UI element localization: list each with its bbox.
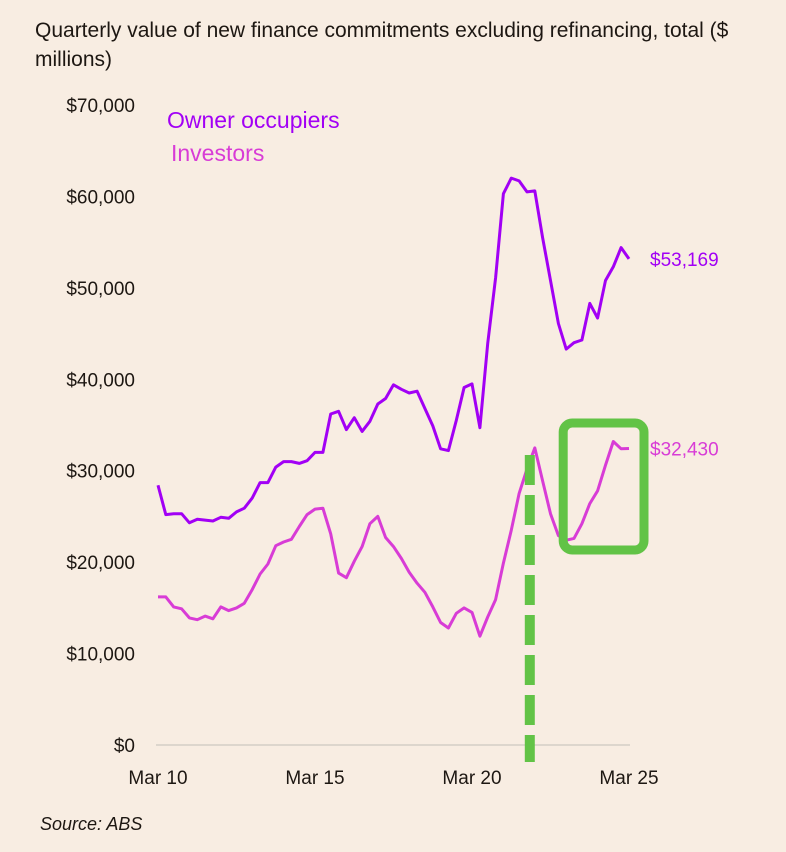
- legend-owner-occupiers: Owner occupiers: [167, 107, 340, 133]
- x-tick-label: Mar 20: [442, 768, 501, 789]
- x-tick-label: Mar 15: [285, 768, 344, 789]
- y-tick-label: $40,000: [66, 370, 135, 391]
- annotations: [524, 418, 649, 762]
- y-axis-ticks: $0 $10,000 $20,000 $30,000 $40,000 $50,000 $60…: [66, 96, 135, 757]
- x-tick-label: Mar 25: [599, 768, 658, 789]
- annotation-highlight-box: [558, 418, 649, 555]
- y-tick-label: $50,000: [66, 279, 135, 300]
- y-tick-label: $70,000: [66, 96, 135, 117]
- end-label-owner-occupiers: $53,169: [650, 250, 719, 271]
- y-tick-label: $10,000: [66, 645, 135, 666]
- end-label-investors: $32,430: [650, 439, 719, 460]
- series-line-investors: [158, 440, 630, 638]
- y-tick-label: $60,000: [66, 187, 135, 208]
- x-axis-ticks: Mar 10 Mar 15 Mar 20 Mar 25: [128, 768, 658, 789]
- y-tick-label: $0: [114, 736, 135, 757]
- y-tick-label: $20,000: [66, 553, 135, 574]
- series-line-owner-occupiers: [156, 176, 631, 525]
- source-note: Source: ABS: [40, 814, 143, 834]
- y-tick-label: $30,000: [66, 462, 135, 483]
- series-lines: [156, 176, 631, 638]
- x-tick-label: Mar 10: [128, 768, 187, 789]
- chart-title: Quarterly value of new finance commitmen…: [35, 19, 729, 71]
- legend-investors: Investors: [171, 140, 264, 166]
